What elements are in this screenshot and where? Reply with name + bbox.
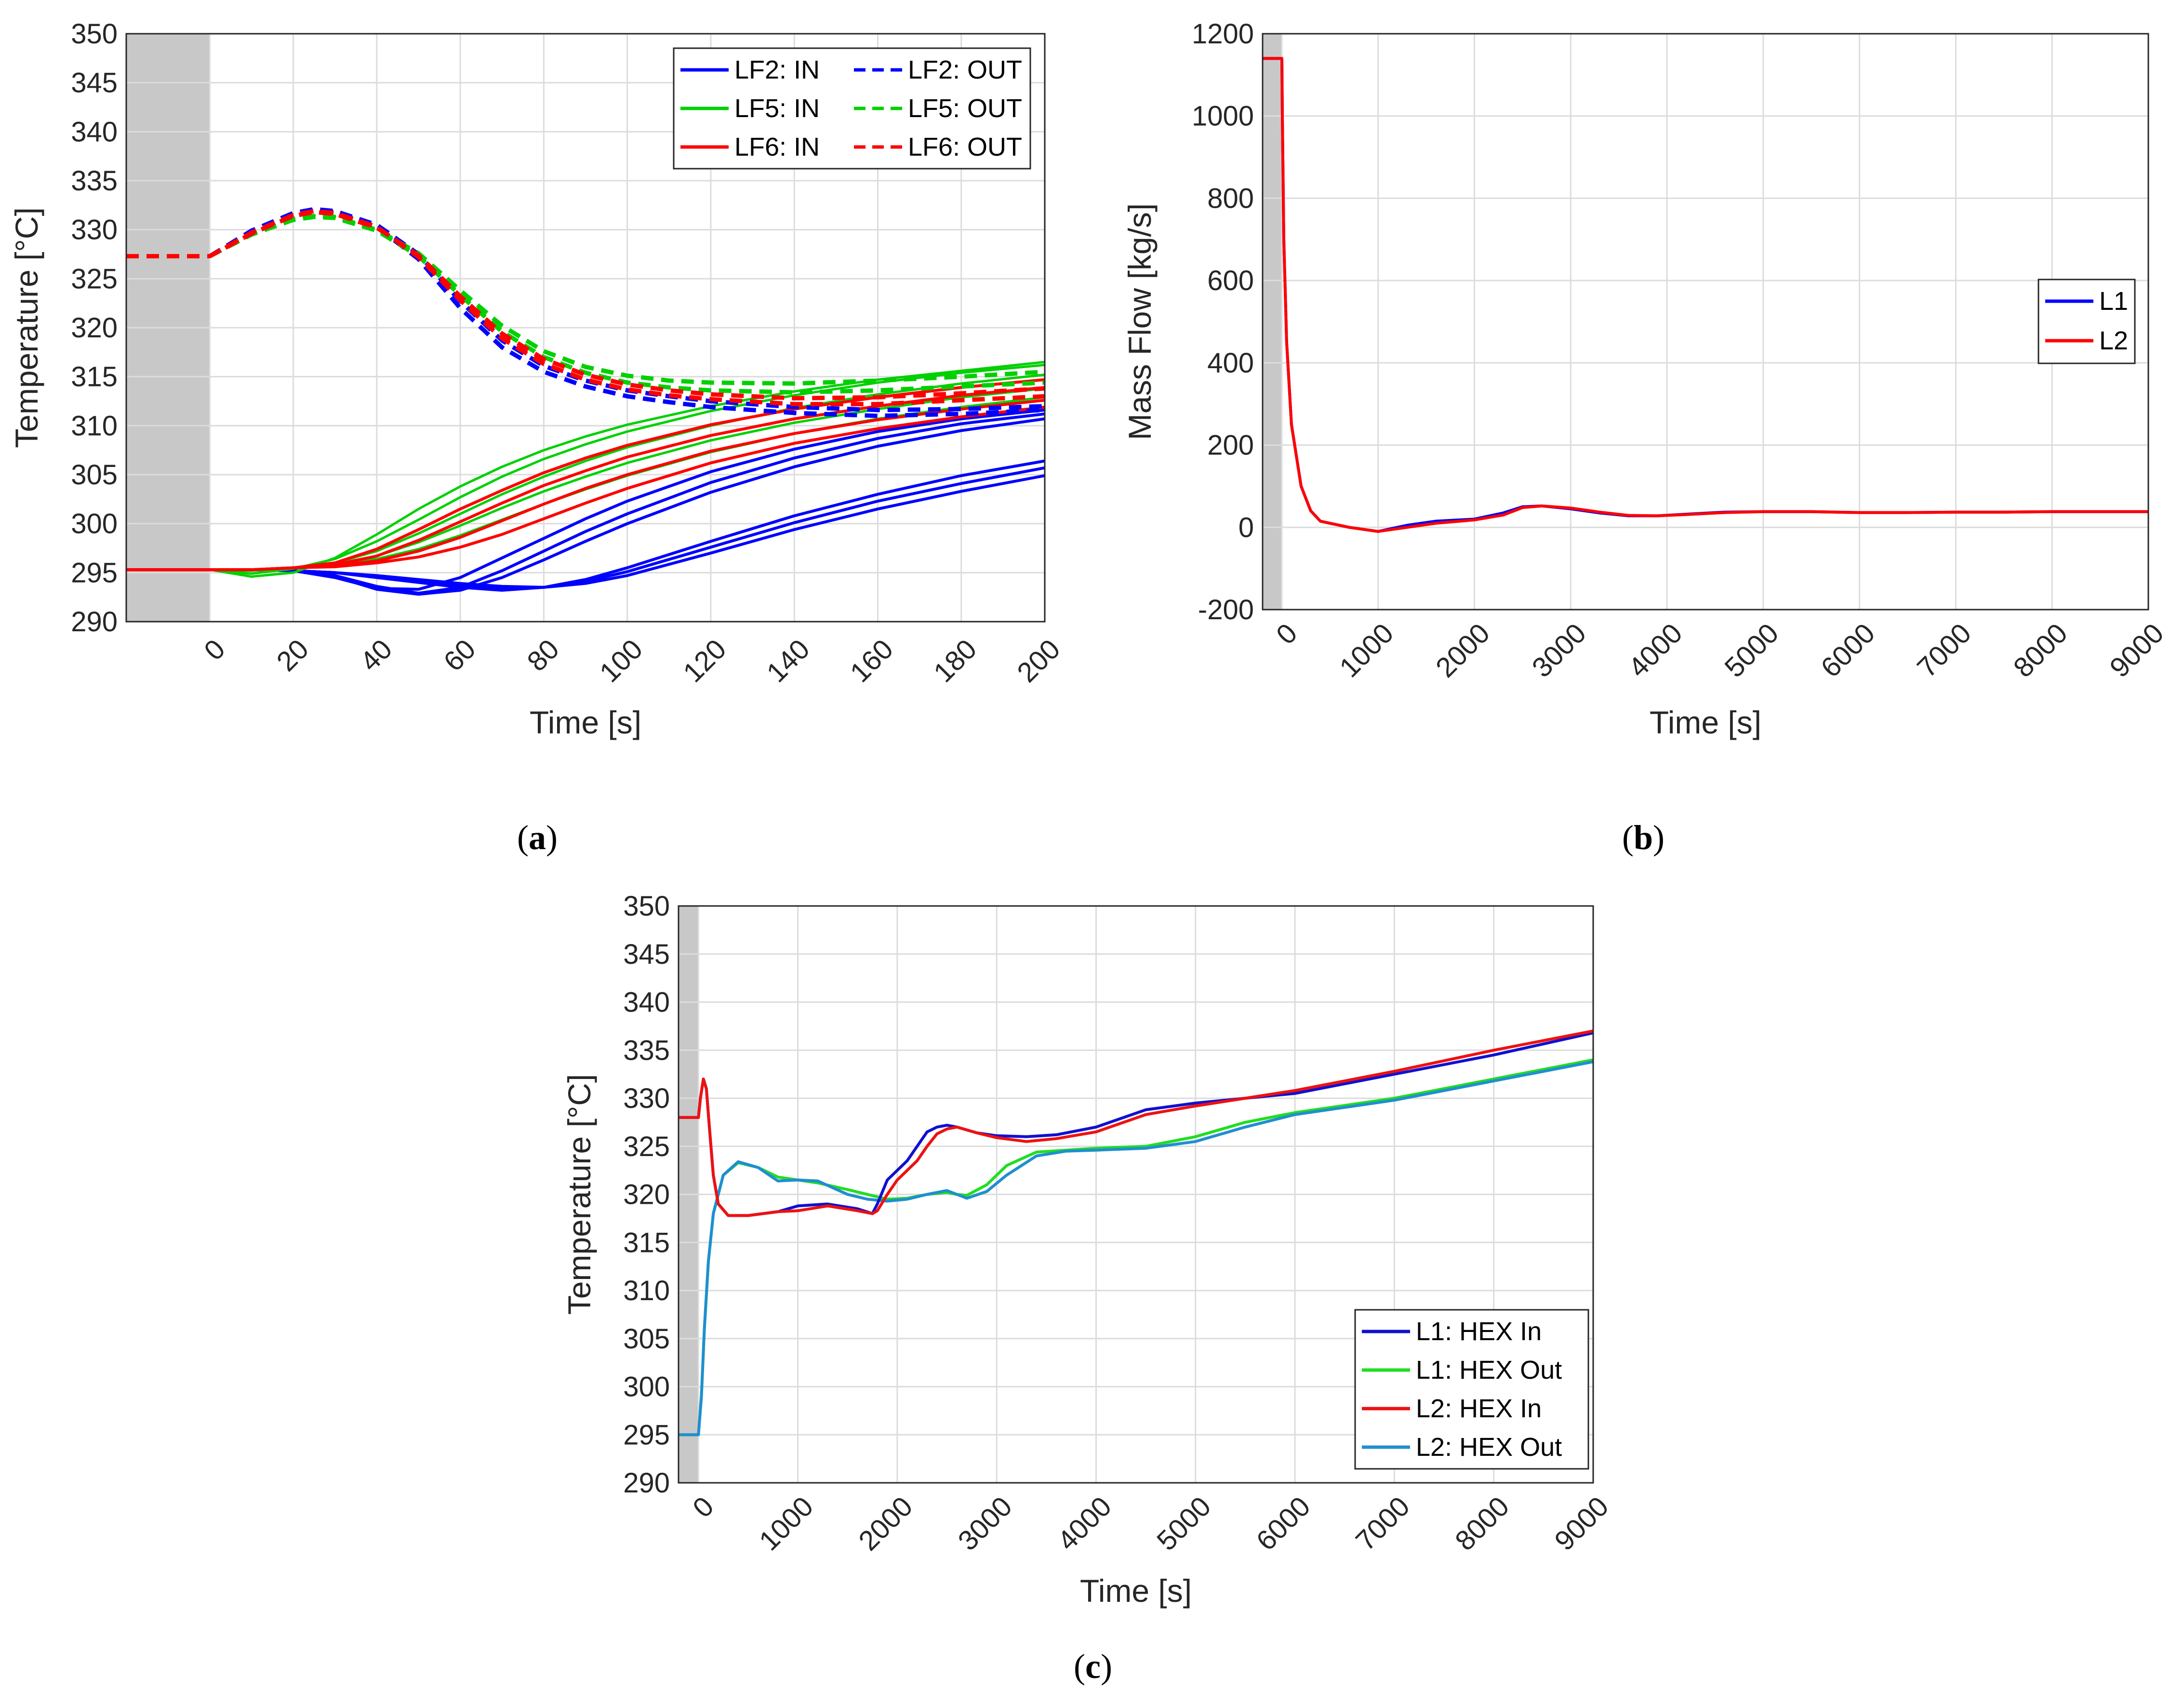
series-line-lf5-out — [209, 214, 1045, 395]
caption-letter: b — [1634, 818, 1653, 857]
legend-label: LF2: IN — [734, 55, 820, 84]
series-line-l2 — [1263, 57, 2148, 533]
x-axis-label: Time [s] — [1650, 705, 1761, 740]
caption-paren: ) — [1101, 1647, 1112, 1686]
legend-label: LF6: OUT — [908, 133, 1022, 161]
legend-label: L2: HEX Out — [1416, 1433, 1562, 1462]
y-tick-label: 305 — [71, 459, 118, 491]
y-tick-label: 345 — [623, 939, 670, 970]
axes-frame — [1262, 33, 2149, 611]
y-tick-label: 310 — [623, 1275, 670, 1306]
y-tick-label: 400 — [1207, 347, 1254, 379]
series-line-lf5-in — [126, 360, 1045, 578]
plot-area — [1263, 34, 2148, 610]
series-line-l2-hex-out — [679, 1060, 1593, 1437]
series-line-lf6-in — [126, 405, 1045, 572]
series-line-lf6-out — [126, 210, 1045, 400]
y-tick-label: 600 — [1207, 265, 1254, 296]
y-tick-label: 350 — [623, 891, 670, 922]
legend-label: LF6: IN — [734, 133, 820, 161]
y-tick-label: 1200 — [1192, 18, 1254, 50]
axes-frame — [678, 905, 1594, 1484]
y-tick-label: 350 — [71, 18, 118, 50]
x-axis-label: Time [s] — [530, 705, 641, 740]
y-axis-label: Temperature [°C] — [9, 207, 44, 448]
legend-label: L1: HEX In — [1416, 1317, 1542, 1346]
panel-caption: (c) — [1074, 1647, 1112, 1686]
legend-label: LF2: OUT — [908, 55, 1022, 84]
y-tick-label: 320 — [623, 1179, 670, 1211]
legend-box — [1354, 1309, 1589, 1470]
legend-label: L1 — [2099, 287, 2128, 316]
y-tick-label: 315 — [71, 361, 118, 393]
y-tick-label: 295 — [71, 557, 118, 588]
y-axis-label: Mass Flow [kg/s] — [1122, 203, 1158, 440]
y-tick-label: 290 — [623, 1467, 670, 1499]
y-tick-label: 340 — [71, 116, 118, 147]
caption-paren: ( — [1074, 1647, 1085, 1686]
y-tick-label: 335 — [71, 165, 118, 197]
legend-label: LF5: OUT — [908, 94, 1022, 123]
panel-a: 2902953003053103153203253303353403453500… — [9, 18, 1066, 857]
panel-c: 2902953003053103153203253303353403453500… — [561, 891, 1615, 1686]
y-tick-label: 335 — [623, 1035, 670, 1066]
x-axis-label: Time [s] — [1080, 1573, 1192, 1609]
axes-frame — [125, 33, 1046, 623]
y-tick-label: 300 — [623, 1371, 670, 1403]
y-tick-label: 340 — [623, 987, 670, 1018]
y-tick-label: 800 — [1207, 183, 1254, 214]
caption-letter: c — [1085, 1647, 1101, 1686]
legend-box — [673, 47, 1031, 170]
y-axis-label: Temperature [°C] — [561, 1074, 597, 1315]
caption-paren: ( — [1622, 818, 1634, 857]
legend-label: LF5: IN — [734, 94, 820, 123]
y-tick-label: 305 — [623, 1323, 670, 1355]
legend-label: L2: HEX In — [1416, 1394, 1542, 1423]
series-group — [1263, 57, 2148, 533]
y-tick-label: 295 — [623, 1419, 670, 1451]
caption-letter: a — [529, 818, 546, 857]
y-tick-label: 300 — [71, 508, 118, 540]
legend-box — [2038, 279, 2136, 364]
caption-paren: ) — [546, 818, 558, 857]
y-tick-label: 330 — [71, 214, 118, 246]
series-group — [679, 1029, 1593, 1437]
y-tick-label: 315 — [623, 1227, 670, 1258]
panel-caption: (a) — [517, 818, 558, 857]
y-tick-label: 0 — [1238, 512, 1254, 543]
series-group — [126, 207, 1045, 596]
y-tick-label: 320 — [71, 312, 118, 344]
y-tick-label: 325 — [623, 1131, 670, 1162]
y-tick-label: 345 — [71, 67, 118, 99]
series-line-l2-hex-in — [679, 1029, 1593, 1217]
panel-caption: (b) — [1622, 818, 1665, 857]
legend-label: L2 — [2099, 326, 2128, 355]
caption-paren: ( — [517, 818, 529, 857]
y-tick-label: -200 — [1198, 594, 1254, 626]
y-tick-label: 325 — [71, 263, 118, 294]
y-tick-label: 1000 — [1192, 101, 1254, 132]
y-tick-label: 330 — [623, 1083, 670, 1114]
legend-label: L1: HEX Out — [1416, 1356, 1562, 1384]
y-tick-label: 310 — [71, 410, 118, 441]
y-tick-label: 200 — [1207, 430, 1254, 461]
shaded-region — [1263, 34, 1282, 610]
y-tick-label: 290 — [71, 606, 118, 638]
series-line-lf6-out — [209, 209, 1045, 407]
caption-paren: ) — [1653, 818, 1665, 857]
